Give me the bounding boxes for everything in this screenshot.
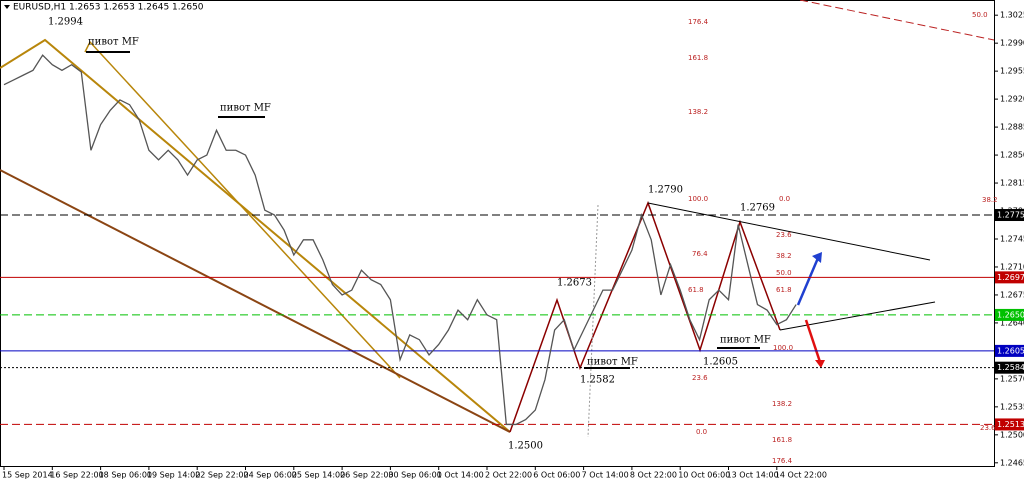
price-label-box <box>995 271 1024 284</box>
fib-label: 0.0 <box>779 195 790 203</box>
x-tick-label: 24 Sep 06:00 <box>244 471 297 480</box>
annotation: 1.2500 <box>508 441 543 452</box>
annotation: пивот MF <box>720 335 771 346</box>
price-label-box <box>995 209 1024 222</box>
price-label: 1.2605 <box>997 346 1024 355</box>
fib-label: 38.2 <box>776 252 792 260</box>
x-tick-label: 22 Sep 22:00 <box>195 471 248 480</box>
price-label-box <box>995 361 1024 374</box>
x-tick-label: 2 Oct 22:00 <box>485 471 532 480</box>
fib-label: 61.8 <box>688 286 704 294</box>
annotation: пивот MF <box>88 37 139 48</box>
drawings <box>0 0 995 438</box>
annotation: 1.2673 <box>557 278 592 289</box>
price-label: 1.2584 <box>997 363 1024 372</box>
y-tick-label: 1.2955 <box>1000 67 1024 76</box>
price-label: 1.2697 <box>997 273 1024 282</box>
annotation: 1.2994 <box>48 17 83 28</box>
x-tick-label: 7 Oct 14:00 <box>582 471 629 480</box>
y-tick-label: 1.2465 <box>1000 458 1024 467</box>
y-tick-label: 1.2570 <box>1000 374 1024 383</box>
price-label: 1.2513 <box>997 420 1024 429</box>
x-tick-label: 15 Sep 2014 <box>2 471 53 480</box>
fib-label: 50.0 <box>776 269 792 277</box>
y-tick-label: 1.2850 <box>1000 151 1024 160</box>
fib-label: 161.8 <box>688 54 708 62</box>
x-tick-label: 26 Sep 22:00 <box>340 471 393 480</box>
fib-label: 61.8 <box>776 286 792 294</box>
fib-label: 138.2 <box>772 400 792 408</box>
annotation: 1.2582 <box>580 375 615 386</box>
x-tick-label: 19 Sep 14:00 <box>147 471 200 480</box>
price-label-box <box>995 308 1024 321</box>
fib-label: 161.8 <box>772 436 792 444</box>
fib-label: 0.0 <box>696 428 707 436</box>
fib-label: 176.4 <box>772 457 793 465</box>
fib-label: 100.0 <box>773 344 793 352</box>
annotation: 1.2769 <box>740 203 775 214</box>
x-tick-label: 14 Oct 22:00 <box>775 471 827 480</box>
y-tick-label: 1.2500 <box>1000 430 1024 439</box>
plot-frame <box>0 0 995 467</box>
price-label: 1.2650 <box>997 310 1024 319</box>
y-tick-label: 1.2675 <box>1000 290 1024 299</box>
y-tick-label: 1.2885 <box>1000 123 1024 132</box>
fib-label: 23.6 <box>776 231 792 239</box>
price-label-box <box>995 418 1024 431</box>
x-tick-label: 30 Sep 06:00 <box>388 471 441 480</box>
x-tick-label: 8 Oct 22:00 <box>630 471 677 480</box>
fib-label: 176.4 <box>688 18 709 26</box>
y-tick-label: 1.2745 <box>1000 234 1024 243</box>
annotation: 1.2790 <box>648 185 683 196</box>
price-label: 1.2775 <box>997 211 1024 220</box>
x-tick-label: 18 Sep 06:00 <box>99 471 152 480</box>
fib-label: 23.6 <box>980 424 996 432</box>
x-tick-label: 6 Oct 06:00 <box>533 471 580 480</box>
annotation: 1.2605 <box>703 357 738 368</box>
y-tick-label: 1.2920 <box>1000 95 1024 104</box>
fib-label: 76.4 <box>692 250 708 258</box>
fib-label: 38.2 <box>982 196 998 204</box>
y-tick-label: 1.2535 <box>1000 402 1024 411</box>
x-tick-label: 1 Oct 14:00 <box>437 471 484 480</box>
price-line <box>3 54 797 426</box>
chart-title: EURUSD,H1 1.2653 1.2653 1.2645 1.2650 <box>13 3 204 13</box>
fib-label: 50.0 <box>972 11 988 19</box>
y-tick-label: 1.2990 <box>1000 39 1024 48</box>
fib-label: 138.2 <box>688 108 708 116</box>
y-tick-label: 1.3025 <box>1000 11 1024 20</box>
fib-label: 100.0 <box>688 195 708 203</box>
x-tick-label: 16 Sep 22:00 <box>50 471 103 480</box>
annotation: пивот MF <box>587 357 638 368</box>
x-tick-label: 13 Oct 14:00 <box>727 471 779 480</box>
fib-label: 23.6 <box>692 374 708 382</box>
annotation: пивот MF <box>220 103 271 114</box>
y-tick-label: 1.2815 <box>1000 179 1024 188</box>
y-tick-label: 1.2640 <box>1000 318 1024 327</box>
x-tick-label: 25 Sep 14:00 <box>292 471 345 480</box>
menu-icon <box>4 5 10 9</box>
price-label-box <box>995 344 1024 357</box>
x-tick-label: 10 Oct 06:00 <box>678 471 730 480</box>
y-tick-label: 1.2710 <box>1000 262 1024 271</box>
